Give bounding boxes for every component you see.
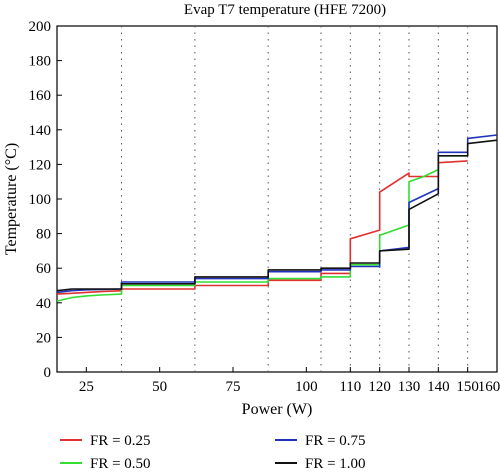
x-tick-label: 25 bbox=[79, 379, 94, 395]
y-axis-label: Temperature (°C) bbox=[3, 143, 20, 255]
x-tick-label: 140 bbox=[427, 379, 450, 395]
x-tick-label: 50 bbox=[152, 379, 167, 395]
series-line bbox=[56, 155, 468, 302]
legend: FR = 0.25 FR = 0.75 FR = 0.50 FR = 1.00 bbox=[60, 433, 366, 472]
y-tick-label: 140 bbox=[29, 123, 52, 139]
y-tick-label: 200 bbox=[29, 19, 52, 35]
y-tick-label: 180 bbox=[29, 54, 52, 70]
y-axis-ticks: 0 20 40 60 80 100 120 140 160 180 200 bbox=[29, 19, 62, 381]
legend-label: FR = 0.75 bbox=[305, 433, 366, 449]
series-line bbox=[56, 160, 468, 295]
x-tick-label: 160 bbox=[478, 379, 500, 395]
y-tick-label: 100 bbox=[29, 192, 52, 208]
legend-label: FR = 0.50 bbox=[90, 456, 151, 472]
y-tick-label: 160 bbox=[29, 88, 52, 104]
chart-title: Evap T7 temperature (HFE 7200) bbox=[184, 2, 386, 18]
y-tick-label: 120 bbox=[29, 157, 52, 173]
series-lines bbox=[56, 134, 498, 302]
legend-label: FR = 0.25 bbox=[90, 433, 151, 449]
y-tick-label: 40 bbox=[36, 296, 51, 312]
x-tick-label: 150 bbox=[456, 379, 479, 395]
x-tick-label: 75 bbox=[226, 379, 241, 395]
x-axis-label: Power (W) bbox=[242, 401, 313, 418]
y-tick-label: 0 bbox=[44, 365, 52, 381]
plot-area bbox=[56, 25, 498, 373]
x-tick-label: 130 bbox=[398, 379, 421, 395]
x-tick-label: 120 bbox=[368, 379, 391, 395]
y-tick-label: 20 bbox=[36, 330, 51, 346]
legend-label: FR = 1.00 bbox=[305, 456, 366, 472]
y-tick-label: 60 bbox=[36, 261, 51, 277]
x-tick-label: 100 bbox=[295, 379, 318, 395]
series-line bbox=[56, 134, 498, 294]
series-line bbox=[56, 139, 498, 292]
x-tick-label: 110 bbox=[339, 379, 361, 395]
y-tick-label: 80 bbox=[36, 227, 51, 243]
